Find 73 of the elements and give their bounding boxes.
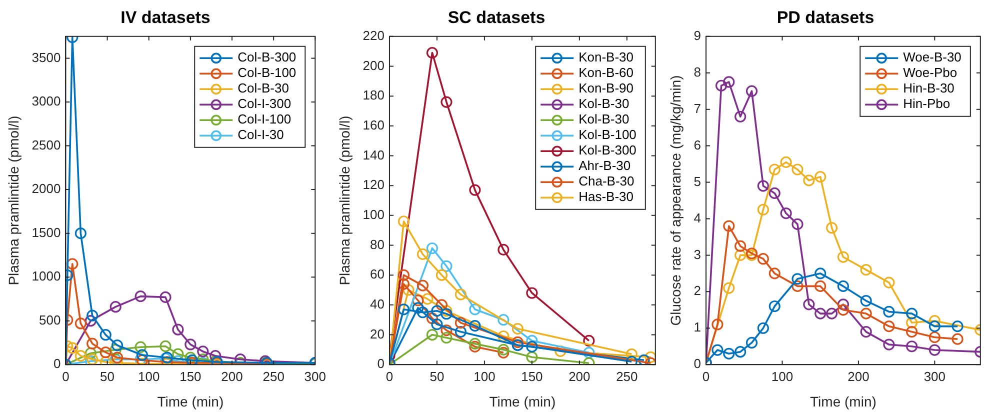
legend-label: Woe-B-30 xyxy=(903,50,962,65)
y-tick-label: 3000 xyxy=(32,94,61,109)
x-tick-label: 200 xyxy=(568,368,590,384)
x-tick-label: 300 xyxy=(924,368,946,384)
legend-label: Cha-B-30 xyxy=(578,174,634,189)
y-tick-label: 120 xyxy=(362,177,384,192)
chart-title: PD datasets xyxy=(776,8,874,27)
legend-label: Kon-B-60 xyxy=(578,65,634,80)
y-tick-label: 5 xyxy=(694,174,702,189)
x-axis-title: Time (min) xyxy=(489,393,556,410)
y-tick-label: 40 xyxy=(370,296,384,312)
x-axis-title: Time (min) xyxy=(810,393,876,410)
chart-title: SC datasets xyxy=(448,8,546,27)
x-tick-label: 200 xyxy=(848,368,870,384)
legend-label: Hin-Pbo xyxy=(903,96,950,112)
x-tick-label: 150 xyxy=(180,368,202,384)
x-tick-label: 50 xyxy=(430,368,444,384)
legend-label: Kol-B-30 xyxy=(578,112,630,127)
legend-label: Kol-B-300 xyxy=(578,142,636,158)
y-tick-label: 160 xyxy=(362,117,384,132)
legend-label: Col-I-300 xyxy=(238,96,292,112)
y-axis-title: Plasma pramlintide (pmol/l) xyxy=(5,116,22,286)
y-tick-label: 60 xyxy=(370,266,384,282)
x-tick-label: 200 xyxy=(221,368,243,384)
y-tick-label: 3500 xyxy=(32,50,61,65)
legend-label: Kon-B-30 xyxy=(578,50,634,65)
y-axis-title: Glucose rate of appearance (mg/kg/min) xyxy=(667,75,684,326)
legend-label: Kol-B-100 xyxy=(578,127,636,142)
y-tick-label: 1500 xyxy=(32,224,61,240)
x-tick-label: 150 xyxy=(521,368,543,384)
y-tick-label: 100 xyxy=(362,206,384,222)
y-tick-label: 180 xyxy=(362,88,384,103)
x-tick-label: 100 xyxy=(474,368,496,384)
y-tick-label: 0 xyxy=(694,356,702,372)
x-tick-label: 250 xyxy=(616,368,638,384)
legend-label: Hin-B-30 xyxy=(903,80,954,96)
x-axis-title: Time (min) xyxy=(157,393,224,410)
y-axis-title: Plasma pramlintide (pmol/l) xyxy=(336,116,352,286)
x-tick-label: 50 xyxy=(100,368,115,384)
y-tick-label: 200 xyxy=(362,58,384,73)
legend-label: Woe-Pbo xyxy=(903,65,958,80)
y-tick-label: 0 xyxy=(377,356,384,372)
legend-label: Has-B-30 xyxy=(578,189,634,204)
y-tick-label: 80 xyxy=(370,236,384,252)
y-tick-label: 20 xyxy=(370,326,384,342)
y-tick-label: 2500 xyxy=(32,137,61,152)
y-tick-label: 4 xyxy=(694,210,702,226)
legend-label: Col-I-100 xyxy=(238,112,292,127)
x-tick-label: 250 xyxy=(262,368,284,384)
y-tick-label: 140 xyxy=(362,147,384,162)
legend-label: Col-B-100 xyxy=(238,65,296,80)
x-tick-label: 100 xyxy=(771,368,794,384)
chart-title: IV datasets xyxy=(120,8,210,27)
y-tick-label: 2000 xyxy=(32,181,61,196)
legend-label: Kon-B-90 xyxy=(578,80,634,96)
y-tick-label: 220 xyxy=(362,28,384,43)
y-tick-label: 2 xyxy=(694,283,702,298)
legend-label: Ahr-B-30 xyxy=(578,158,631,174)
y-tick-label: 0 xyxy=(53,356,61,372)
x-tick-label: 300 xyxy=(304,368,326,384)
y-tick-label: 9 xyxy=(694,28,702,43)
y-tick-label: 8 xyxy=(694,64,702,80)
legend-label: Col-B-30 xyxy=(238,80,289,96)
legend-label: Col-I-30 xyxy=(238,127,284,142)
y-tick-label: 500 xyxy=(39,312,61,328)
y-tick-label: 3 xyxy=(694,246,702,262)
y-tick-label: 1 xyxy=(694,320,702,335)
y-tick-label: 1000 xyxy=(32,268,61,284)
y-tick-label: 7 xyxy=(694,100,702,116)
x-tick-label: 100 xyxy=(138,368,160,384)
y-tick-label: 6 xyxy=(694,137,702,152)
legend-label: Col-B-300 xyxy=(238,50,296,65)
legend-label: Kol-B-30 xyxy=(578,96,630,112)
